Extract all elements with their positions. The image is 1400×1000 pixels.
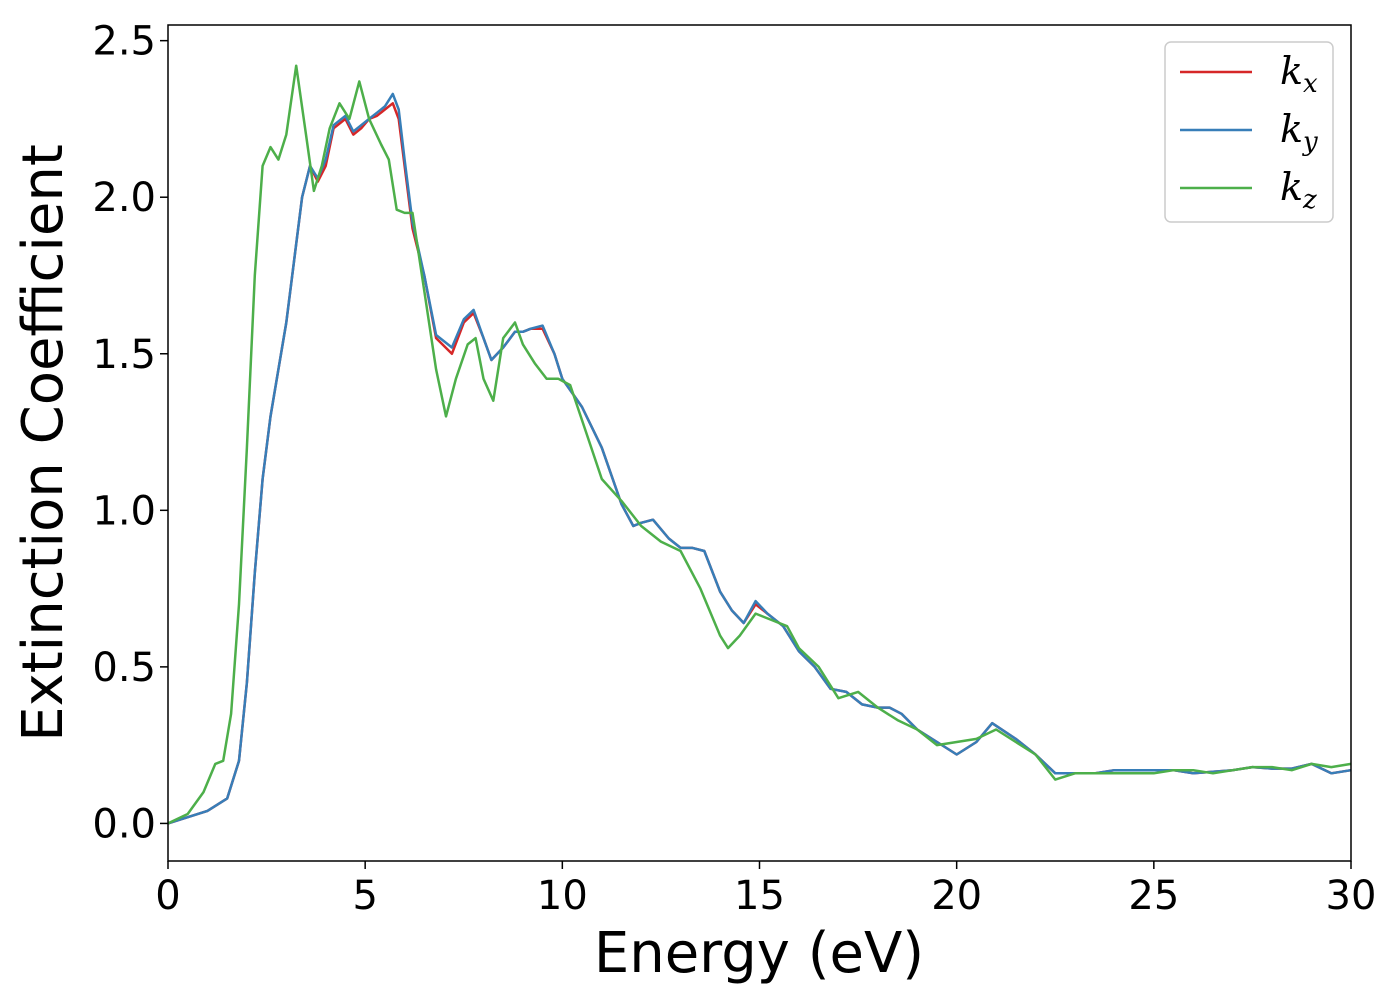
x-tick-label: 0 bbox=[155, 873, 180, 919]
x-axis-title: Energy (eV) bbox=[594, 921, 924, 986]
legend-label-base: k bbox=[1280, 107, 1303, 151]
series-line-k-z bbox=[167, 64, 1352, 825]
x-tick-label: 15 bbox=[734, 873, 785, 919]
legend-label-subscript: y bbox=[1302, 127, 1318, 157]
y-axis-title: Extinction Coefficient bbox=[11, 144, 76, 742]
y-tick-label: 0.0 bbox=[92, 801, 156, 847]
x-tick-label: 10 bbox=[537, 873, 588, 919]
y-axis-ticks: 0.0 0.5 1.0 1.5 2.0 2.5 bbox=[92, 19, 168, 847]
x-tick-label: 5 bbox=[352, 873, 377, 919]
legend-label-subscript: x bbox=[1303, 69, 1318, 99]
x-tick-label: 30 bbox=[1326, 873, 1377, 919]
legend-label: kx bbox=[1280, 49, 1318, 99]
y-tick-label: 1.0 bbox=[92, 488, 156, 534]
series-layer bbox=[167, 64, 1352, 825]
legend-label-base: k bbox=[1280, 49, 1303, 93]
y-tick-label: 0.5 bbox=[92, 645, 156, 691]
x-axis-ticks: 0 5 10 15 20 25 30 bbox=[155, 861, 1376, 919]
legend-label-subscript: z bbox=[1302, 185, 1317, 215]
legend-label: kz bbox=[1280, 165, 1317, 215]
legend-box bbox=[1164, 41, 1334, 223]
legend-label: ky bbox=[1280, 107, 1318, 157]
legend-label-base: k bbox=[1280, 165, 1303, 209]
x-tick-label: 25 bbox=[1128, 873, 1179, 919]
x-tick-label: 20 bbox=[931, 873, 982, 919]
y-tick-label: 1.5 bbox=[92, 332, 156, 378]
y-tick-label: 2.0 bbox=[92, 175, 156, 221]
y-tick-label: 2.5 bbox=[92, 19, 156, 65]
